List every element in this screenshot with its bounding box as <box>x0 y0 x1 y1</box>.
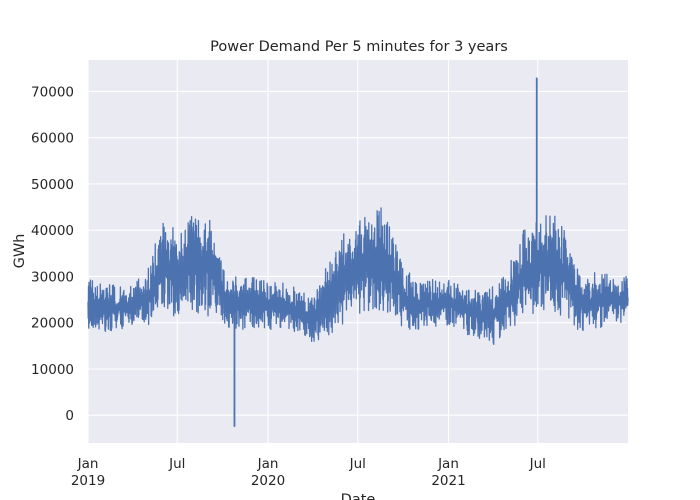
chart-title: Power Demand Per 5 minutes for 3 years <box>210 39 508 55</box>
x-tick-year-label: 2021 <box>431 473 465 489</box>
series-group <box>87 77 629 427</box>
x-tick-label: Jul <box>349 456 366 472</box>
y-axis-label: GWh <box>12 234 28 269</box>
series-line <box>87 207 629 345</box>
x-tick-year-label: 2019 <box>71 473 105 489</box>
x-tick-label: Jul <box>529 456 546 472</box>
y-tick-label: 30000 <box>31 269 74 285</box>
x-tick-label: Jan <box>77 456 99 472</box>
y-tick-label: 10000 <box>31 362 74 378</box>
y-tick-label: 40000 <box>31 223 74 239</box>
x-tick-label: Jan <box>257 456 279 472</box>
x-axis-label: Date <box>341 492 376 500</box>
x-tick-label: Jul <box>168 456 185 472</box>
y-tick-label: 20000 <box>31 316 74 332</box>
y-tick-label: 50000 <box>31 177 74 193</box>
y-tick-label: 0 <box>65 408 74 424</box>
x-tick-label: Jan <box>437 456 459 472</box>
y-tick-label: 60000 <box>31 131 74 147</box>
y-axis: 0 10000 20000 30000 40000 50000 60000 70000 <box>31 84 74 424</box>
y-tick-label: 70000 <box>31 84 74 100</box>
grid-lines <box>87 60 628 443</box>
x-tick-year-label: 2020 <box>251 473 285 489</box>
